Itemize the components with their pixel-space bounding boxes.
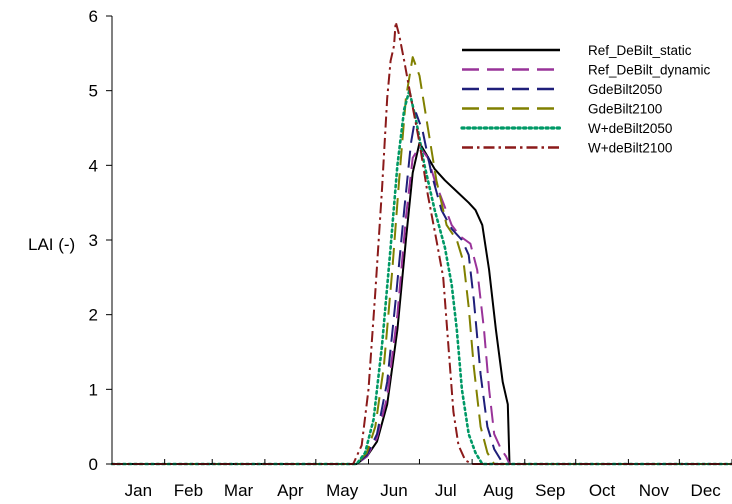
x-tick-label: Sep <box>535 481 565 500</box>
y-tick-label: 1 <box>89 380 98 399</box>
x-tick-label: Feb <box>174 481 203 500</box>
y-tick-label: 3 <box>89 231 98 250</box>
legend-label: W+deBilt2100 <box>588 141 672 156</box>
y-axis-label: LAI (-) <box>28 235 75 254</box>
series-line-2 <box>112 145 732 465</box>
y-tick-label: 6 <box>89 7 98 26</box>
x-tick-label: Mar <box>224 481 254 500</box>
x-tick-label: Apr <box>277 481 304 500</box>
legend-label: GdeBilt2100 <box>588 102 662 117</box>
series-line-5 <box>110 89 732 466</box>
legend-label: Ref_DeBilt_dynamic <box>588 63 711 78</box>
x-tick-label: Oct <box>589 481 616 500</box>
y-ticks: 0 1 2 3 4 5 6 <box>89 7 112 474</box>
x-tick-label: Aug <box>483 481 513 500</box>
series-line-4 <box>112 56 732 465</box>
series-line-3 <box>112 112 732 465</box>
x-ticks: Jan Feb Mar Apr May Jun Jul Aug Sep Oct Nov Dec <box>111 459 732 500</box>
legend-label: GdeBilt2050 <box>588 82 662 97</box>
plot-lines <box>110 21 732 466</box>
x-tick-label: May <box>326 481 359 500</box>
legend-label: W+deBilt2050 <box>588 121 672 136</box>
x-tick-label: Nov <box>639 481 670 500</box>
x-tick-label: Jan <box>125 481 152 500</box>
series-line-6 <box>112 21 732 465</box>
x-tick-label: Dec <box>691 481 722 500</box>
series-line-1 <box>112 141 732 465</box>
x-tick-label: Jul <box>435 481 457 500</box>
y-tick-label: 2 <box>89 306 98 325</box>
legend-label: Ref_DeBilt_static <box>588 43 692 58</box>
x-tick-label: Jun <box>380 481 407 500</box>
y-tick-label: 0 <box>89 455 98 474</box>
legend: Ref_DeBilt_static Ref_DeBilt_dynamic GdeBi… <box>460 43 711 156</box>
y-tick-label: 4 <box>89 156 98 175</box>
y-tick-label: 5 <box>89 82 98 101</box>
